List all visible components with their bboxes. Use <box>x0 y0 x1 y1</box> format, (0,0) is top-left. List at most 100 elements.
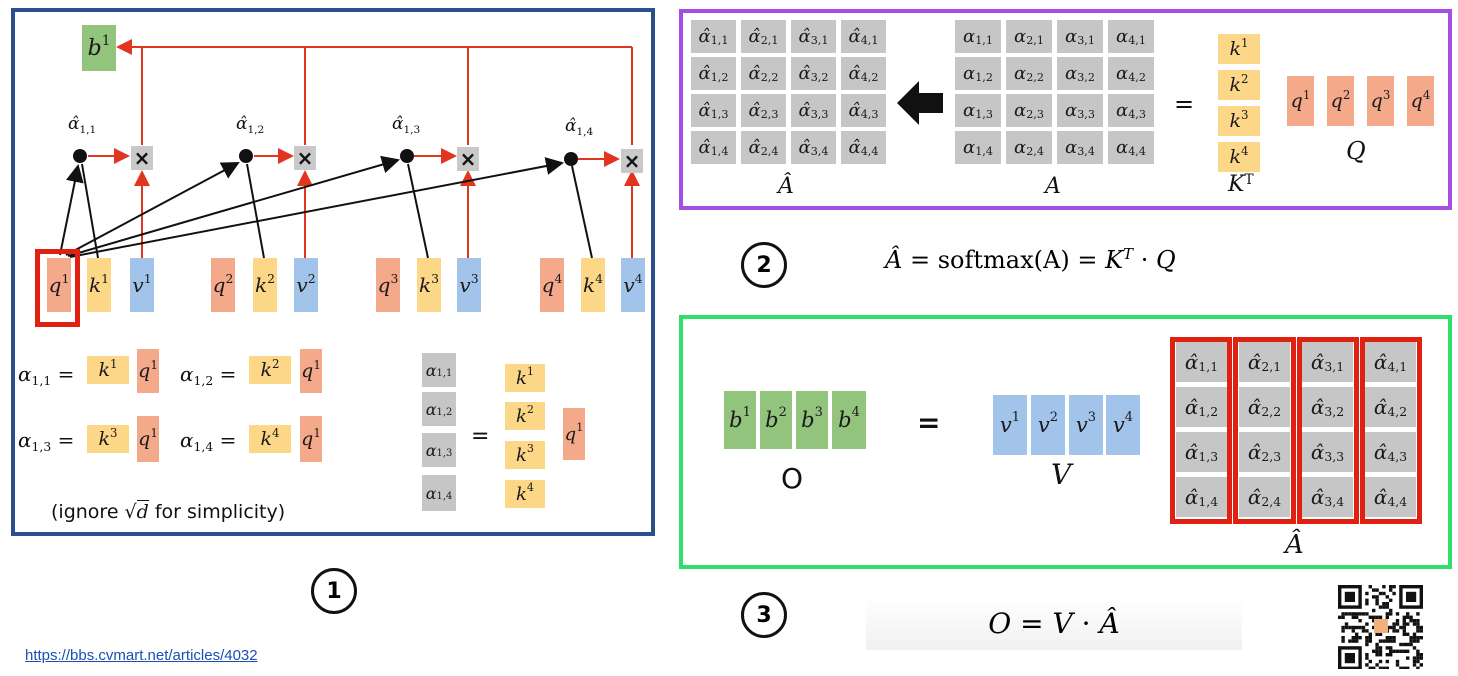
k-base: k <box>582 273 596 297</box>
alpha-base: α̂ <box>698 63 711 84</box>
left-arrow-icon <box>897 81 943 125</box>
alpha-base: α̂ <box>1247 440 1262 464</box>
alpha-base: α̂ <box>1373 440 1388 464</box>
ahat-cell: α̂ 3,1 <box>791 20 836 53</box>
q-sup: 1 <box>1302 87 1311 102</box>
q-sup: 1 <box>61 270 70 286</box>
ahat-cell: α̂ 1,1 <box>1176 342 1227 382</box>
alpha-base: α <box>1014 100 1027 121</box>
eq-sign: = <box>219 428 237 452</box>
alpha-base: α̂ <box>1184 395 1199 419</box>
v-label-panel3: V <box>1051 458 1072 491</box>
alpha-sub: 1,2 <box>710 70 729 84</box>
v-base: v <box>296 273 308 297</box>
ahat-cell: α̂ 4,4 <box>841 131 886 164</box>
q-base: q <box>138 360 151 382</box>
ahat-cell: α̂ 1,2 <box>1176 387 1227 427</box>
alpha-sub: 2,4 <box>1261 493 1282 509</box>
ahat-cell: α̂ 2,1 <box>741 20 786 53</box>
o-label-panel3: O <box>781 462 804 495</box>
alpha-base: α <box>1065 63 1078 84</box>
eq-lhs: α <box>18 428 32 452</box>
ahat-cell: α̂ 3,2 <box>791 57 836 90</box>
alpha-base: α <box>1116 137 1129 158</box>
a-cell: α 4,1 <box>1108 20 1154 53</box>
v-sup: 1 <box>143 270 152 286</box>
k-base: k <box>515 367 527 389</box>
b-sup: 2 <box>778 405 787 421</box>
alpha-sub: 1,3 <box>1198 448 1219 464</box>
eq-lhs: α <box>180 362 194 386</box>
equation-alpha-1-2: α1,2 = <box>180 362 236 388</box>
alpha-base: α̂ <box>748 137 761 158</box>
v-base: v <box>1112 413 1125 437</box>
v-sup: 2 <box>1049 410 1059 426</box>
alpha-base: α̂ <box>1310 440 1325 464</box>
k-sup: 1 <box>1241 35 1249 50</box>
alpha-base: α̂ <box>798 63 811 84</box>
alpha-base: α̂ <box>1310 395 1325 419</box>
k-sup: 4 <box>272 425 280 440</box>
alpha-base: α <box>425 360 437 380</box>
alpha-base: α <box>425 440 437 460</box>
panel-3-frame <box>679 315 1452 569</box>
alpha-sub: 4,2 <box>860 70 879 84</box>
ahat-cell: α̂ 3,2 <box>1302 387 1353 427</box>
ahat-cell: α̂ 4,1 <box>1365 342 1416 382</box>
alpha-base: α̂ <box>748 26 761 47</box>
alpha-base: α <box>963 63 976 84</box>
k-sup: 4 <box>1241 143 1249 158</box>
q-base: q <box>377 273 391 297</box>
q-base: q <box>1330 90 1343 112</box>
v-base: v <box>1075 413 1088 437</box>
col-alpha-1-1: α 1,1 <box>422 353 456 387</box>
v-base: v <box>1037 413 1050 437</box>
formula-o: O <box>988 606 1012 640</box>
alpha-hat-sub: 1,3 <box>403 123 421 136</box>
a-cell: α 1,2 <box>955 57 1001 90</box>
alpha-base: α̂ <box>698 100 711 121</box>
a-cell: α 1,3 <box>955 94 1001 127</box>
alpha-sub: 1,1 <box>710 33 729 47</box>
alpha-sub: 2,2 <box>1026 70 1044 84</box>
alpha-base: α <box>963 100 976 121</box>
column-highlight-3 <box>1297 337 1359 524</box>
a-cell: α 4,3 <box>1108 94 1154 127</box>
note-d: d <box>136 500 149 523</box>
alpha-sub: 2,4 <box>760 144 779 158</box>
a-cell: α 2,4 <box>1006 131 1052 164</box>
alpha-hat-base: α̂ <box>68 114 80 134</box>
column-highlight-4 <box>1360 337 1422 524</box>
ahat-cell: α̂ 2,3 <box>1239 432 1290 472</box>
b-base: b <box>729 408 743 432</box>
ahat-cell: α̂ 1,1 <box>691 20 736 53</box>
source-link[interactable]: https://bbs.cvmart.net/articles/4032 <box>25 647 258 664</box>
alpha-sub: 2,1 <box>1261 358 1282 374</box>
eq-sign: = <box>57 428 75 452</box>
alpha-base: α̂ <box>1373 350 1388 374</box>
b-base: b <box>801 408 815 432</box>
ahat-label-panel2: Â <box>778 174 794 199</box>
eq-sub: 1,3 <box>31 439 52 455</box>
ahat-cell: α̂ 4,2 <box>841 57 886 90</box>
alpha-base: α̂ <box>798 100 811 121</box>
k-sup: 2 <box>526 403 535 417</box>
panel-1-connections <box>59 39 640 259</box>
ahat-cell: α̂ 1,3 <box>691 94 736 127</box>
a-label-panel2: A <box>1045 174 1061 199</box>
multiply-icon: × <box>621 149 643 173</box>
v-sup: 4 <box>1124 410 1134 426</box>
multiply-icon: × <box>131 146 153 170</box>
alpha-sub: 1,2 <box>975 70 993 84</box>
